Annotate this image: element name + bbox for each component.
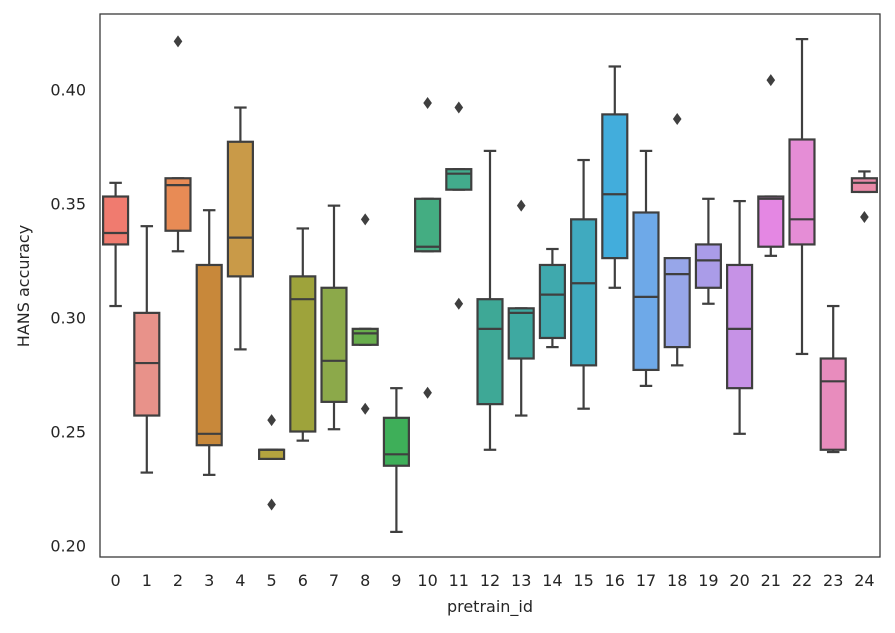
x-tick-label-10: 10 [417, 571, 437, 590]
box-17 [632, 149, 660, 387]
box-6 [289, 227, 317, 442]
x-tick-label-23: 23 [823, 571, 843, 590]
x-tick-label-21: 21 [761, 571, 781, 590]
box-body-15 [570, 218, 598, 367]
box-body-17 [632, 211, 660, 372]
box-5 [258, 414, 286, 511]
x-tick-label-16: 16 [605, 571, 625, 590]
y-tick-label-0.40: 0.40 [50, 80, 86, 99]
x-tick-label-4: 4 [235, 571, 245, 590]
box-19 [694, 197, 722, 305]
x-tick-label-14: 14 [542, 571, 562, 590]
x-tick-label-9: 9 [391, 571, 401, 590]
x-tick-label-19: 19 [698, 571, 718, 590]
box-7 [320, 204, 348, 431]
box-10 [414, 96, 442, 399]
x-tick-label-17: 17 [636, 571, 656, 590]
x-tick-label-11: 11 [449, 571, 469, 590]
box-4 [226, 106, 254, 351]
outlier-18-0 [672, 112, 682, 125]
outlier-10-0 [423, 96, 432, 109]
box-body-9 [382, 416, 410, 467]
box-body-3 [195, 263, 223, 447]
x-tick-label-18: 18 [667, 571, 687, 590]
box-12 [476, 149, 504, 451]
box-2 [164, 35, 192, 253]
box-body-20 [726, 263, 754, 390]
box-body-4 [226, 140, 254, 278]
outlier-11-0 [454, 101, 464, 114]
x-axis-label: pretrain_id [447, 597, 533, 617]
box-body-7 [320, 286, 348, 403]
box-body-12 [476, 298, 504, 406]
outlier-13-0 [516, 199, 526, 212]
x-tick-labels: 0 1 2 3 4 5 6 7 8 9 10 11 12 13 14 15 16 17 18 19 20 21 22 23 24 [111, 571, 875, 590]
box-body-6 [289, 275, 317, 433]
y-tick-label-0.25: 0.25 [50, 423, 86, 442]
box-body-0 [102, 195, 130, 246]
box-body-1 [133, 311, 161, 417]
box-15 [570, 158, 598, 410]
outlier-21-0 [766, 74, 776, 87]
box-21 [757, 74, 785, 257]
y-tick-labels: 0.20 0.25 0.30 0.35 0.40 [50, 80, 86, 555]
box-body-10 [414, 197, 442, 253]
outlier-11-1 [454, 297, 464, 310]
outlier-8-1 [360, 402, 370, 415]
box-1 [133, 225, 161, 474]
box-0 [102, 181, 130, 308]
box-body-13 [507, 307, 535, 360]
box-body-18 [663, 257, 691, 349]
y-axis-label: HANS accuracy [14, 225, 33, 347]
outlier-5-1 [267, 498, 276, 511]
box-16 [601, 65, 629, 289]
x-tick-label-6: 6 [298, 571, 308, 590]
box-22 [788, 37, 816, 356]
box-23 [819, 304, 847, 454]
box-body-14 [538, 263, 566, 340]
box-body-5 [258, 448, 286, 460]
box-11 [445, 101, 473, 310]
outlier-5-0 [267, 414, 276, 427]
box-body-19 [694, 243, 722, 289]
box-body-11 [445, 168, 473, 191]
y-tick-label-0.20: 0.20 [50, 537, 86, 556]
box-series [102, 35, 878, 534]
x-tick-label-12: 12 [480, 571, 500, 590]
box-3 [195, 209, 223, 476]
x-tick-label-24: 24 [854, 571, 874, 590]
x-tick-label-15: 15 [573, 571, 593, 590]
x-tick-label-22: 22 [792, 571, 812, 590]
box-13 [507, 199, 535, 417]
y-tick-label-0.35: 0.35 [50, 194, 86, 213]
x-tick-label-7: 7 [329, 571, 339, 590]
box-body-23 [819, 357, 847, 451]
box-8 [351, 213, 379, 415]
x-tick-label-8: 8 [360, 571, 370, 590]
box-18 [663, 112, 691, 367]
box-body-8 [351, 327, 379, 346]
outlier-10-1 [423, 386, 432, 399]
x-tick-label-2: 2 [173, 571, 183, 590]
box-body-22 [788, 138, 816, 246]
box-body-24 [850, 177, 878, 194]
box-14 [538, 247, 566, 349]
box-20 [726, 199, 754, 435]
box-body-21 [757, 195, 785, 248]
x-tick-label-3: 3 [204, 571, 214, 590]
x-tick-label-1: 1 [142, 571, 152, 590]
x-tick-label-5: 5 [267, 571, 277, 590]
box-body-16 [601, 113, 629, 260]
x-tick-label-20: 20 [729, 571, 749, 590]
box-24 [850, 170, 878, 224]
outlier-8-0 [360, 213, 370, 226]
outlier-24-0 [860, 211, 869, 224]
box-9 [382, 387, 410, 534]
outlier-2-0 [173, 35, 183, 48]
x-tick-label-13: 13 [511, 571, 531, 590]
box-body-2 [164, 177, 192, 232]
y-tick-label-0.30: 0.30 [50, 308, 86, 327]
x-tick-label-0: 0 [111, 571, 121, 590]
